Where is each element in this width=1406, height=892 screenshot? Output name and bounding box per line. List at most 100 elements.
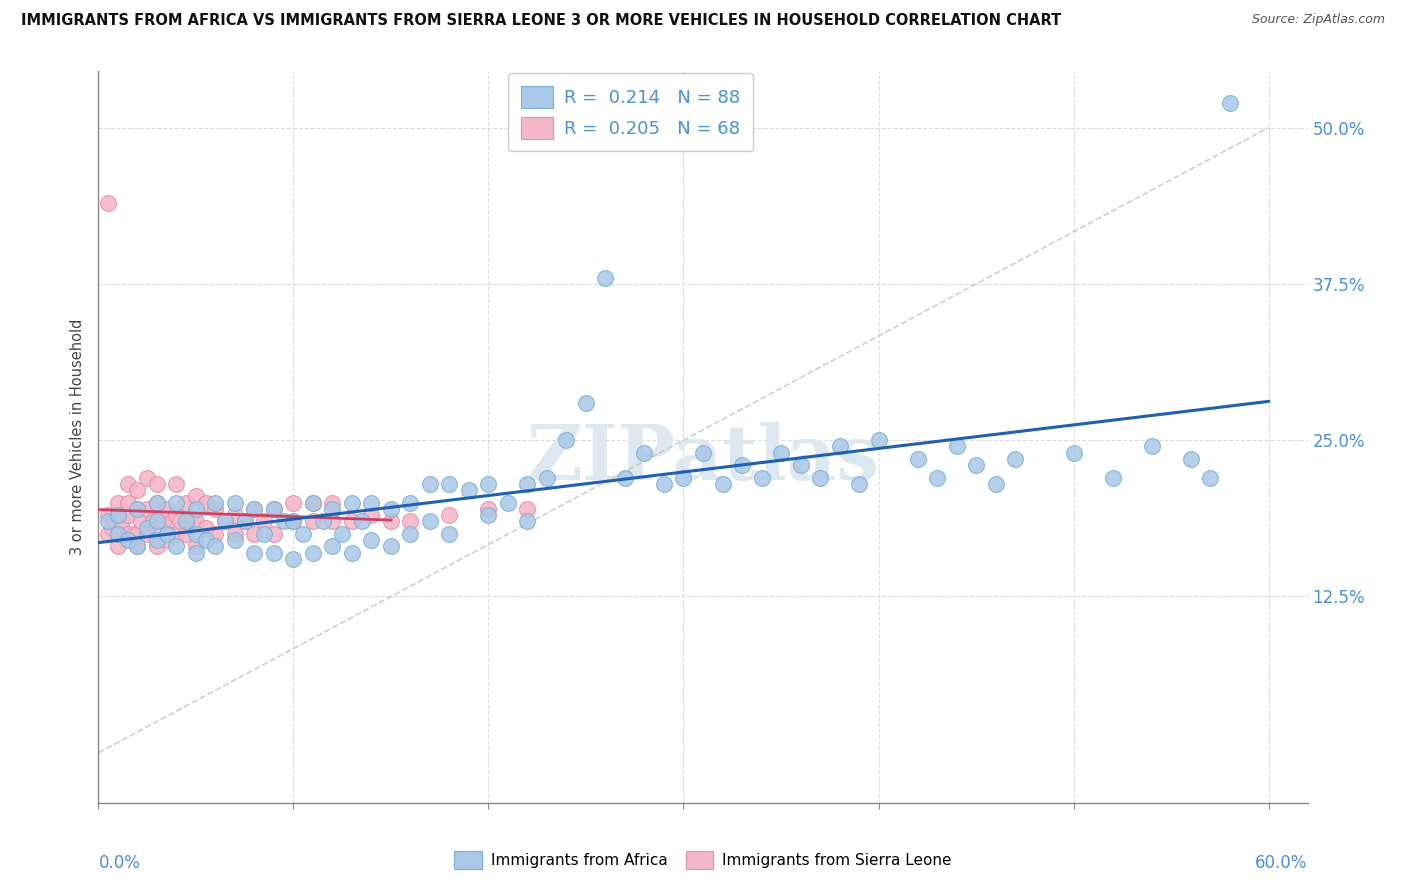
Point bbox=[131, 515, 153, 529]
Point bbox=[458, 483, 481, 498]
Point bbox=[439, 527, 461, 541]
Point bbox=[146, 496, 169, 510]
Point bbox=[321, 496, 343, 510]
Point bbox=[350, 515, 373, 529]
Point bbox=[711, 477, 734, 491]
Point bbox=[107, 496, 129, 510]
Point bbox=[107, 508, 129, 523]
Point bbox=[253, 527, 276, 541]
Point bbox=[302, 546, 325, 560]
Point bbox=[97, 195, 120, 210]
Point bbox=[477, 508, 499, 523]
Point bbox=[127, 502, 149, 516]
Point bbox=[1004, 452, 1026, 467]
Point bbox=[122, 527, 145, 541]
Point bbox=[808, 471, 831, 485]
Point bbox=[107, 527, 129, 541]
Point bbox=[380, 515, 402, 529]
Point bbox=[439, 508, 461, 523]
Point bbox=[652, 477, 675, 491]
Point bbox=[633, 446, 655, 460]
Point bbox=[751, 471, 773, 485]
Point bbox=[1219, 95, 1241, 110]
Point bbox=[283, 515, 305, 529]
Point bbox=[165, 540, 187, 554]
Point bbox=[127, 540, 149, 554]
Point bbox=[1140, 440, 1163, 454]
Legend: Immigrants from Africa, Immigrants from Sierra Leone: Immigrants from Africa, Immigrants from … bbox=[449, 845, 957, 875]
Point bbox=[321, 540, 343, 554]
Point bbox=[174, 496, 197, 510]
Point bbox=[399, 515, 422, 529]
Point bbox=[184, 527, 207, 541]
Point bbox=[156, 502, 179, 516]
Text: 60.0%: 60.0% bbox=[1256, 854, 1308, 872]
Point bbox=[769, 446, 792, 460]
Point bbox=[945, 440, 967, 454]
Point bbox=[162, 515, 184, 529]
Point bbox=[399, 496, 422, 510]
Point bbox=[595, 270, 617, 285]
Point bbox=[243, 502, 266, 516]
Point bbox=[263, 546, 285, 560]
Point bbox=[340, 496, 363, 510]
Point bbox=[789, 458, 811, 473]
Point bbox=[1199, 471, 1222, 485]
Point bbox=[555, 434, 578, 448]
Point bbox=[321, 515, 343, 529]
Point bbox=[536, 471, 558, 485]
Point bbox=[184, 502, 207, 516]
Point bbox=[117, 508, 139, 523]
Point bbox=[477, 502, 499, 516]
Point bbox=[868, 434, 890, 448]
Point bbox=[117, 496, 139, 510]
Point bbox=[283, 515, 305, 529]
Point bbox=[101, 521, 124, 535]
Point bbox=[672, 471, 695, 485]
Point bbox=[692, 446, 714, 460]
Point bbox=[360, 496, 382, 510]
Point bbox=[103, 515, 125, 529]
Point bbox=[292, 527, 315, 541]
Point bbox=[380, 502, 402, 516]
Point bbox=[1101, 471, 1123, 485]
Point bbox=[146, 521, 169, 535]
Point bbox=[575, 395, 598, 409]
Point bbox=[107, 508, 129, 523]
Point bbox=[165, 508, 187, 523]
Point bbox=[204, 502, 226, 516]
Point bbox=[312, 515, 335, 529]
Point bbox=[439, 477, 461, 491]
Point bbox=[165, 496, 187, 510]
Point bbox=[165, 477, 187, 491]
Point bbox=[477, 477, 499, 491]
Point bbox=[263, 502, 285, 516]
Point bbox=[1063, 446, 1085, 460]
Point bbox=[263, 527, 285, 541]
Point bbox=[194, 521, 217, 535]
Point bbox=[273, 515, 295, 529]
Point bbox=[965, 458, 987, 473]
Point bbox=[97, 515, 120, 529]
Point bbox=[233, 515, 256, 529]
Point bbox=[1180, 452, 1202, 467]
Point bbox=[146, 496, 169, 510]
Point bbox=[97, 527, 120, 541]
Point bbox=[184, 515, 207, 529]
Point bbox=[174, 527, 197, 541]
Point bbox=[516, 477, 538, 491]
Point bbox=[97, 508, 120, 523]
Point bbox=[136, 502, 159, 516]
Point bbox=[127, 483, 149, 498]
Point bbox=[152, 515, 174, 529]
Point bbox=[146, 540, 169, 554]
Point bbox=[174, 515, 197, 529]
Point bbox=[360, 508, 382, 523]
Y-axis label: 3 or more Vehicles in Household: 3 or more Vehicles in Household bbox=[70, 319, 86, 555]
Point bbox=[156, 527, 179, 541]
Point bbox=[302, 496, 325, 510]
Point bbox=[169, 515, 191, 529]
Point bbox=[204, 496, 226, 510]
Text: Source: ZipAtlas.com: Source: ZipAtlas.com bbox=[1251, 13, 1385, 27]
Point bbox=[136, 527, 159, 541]
